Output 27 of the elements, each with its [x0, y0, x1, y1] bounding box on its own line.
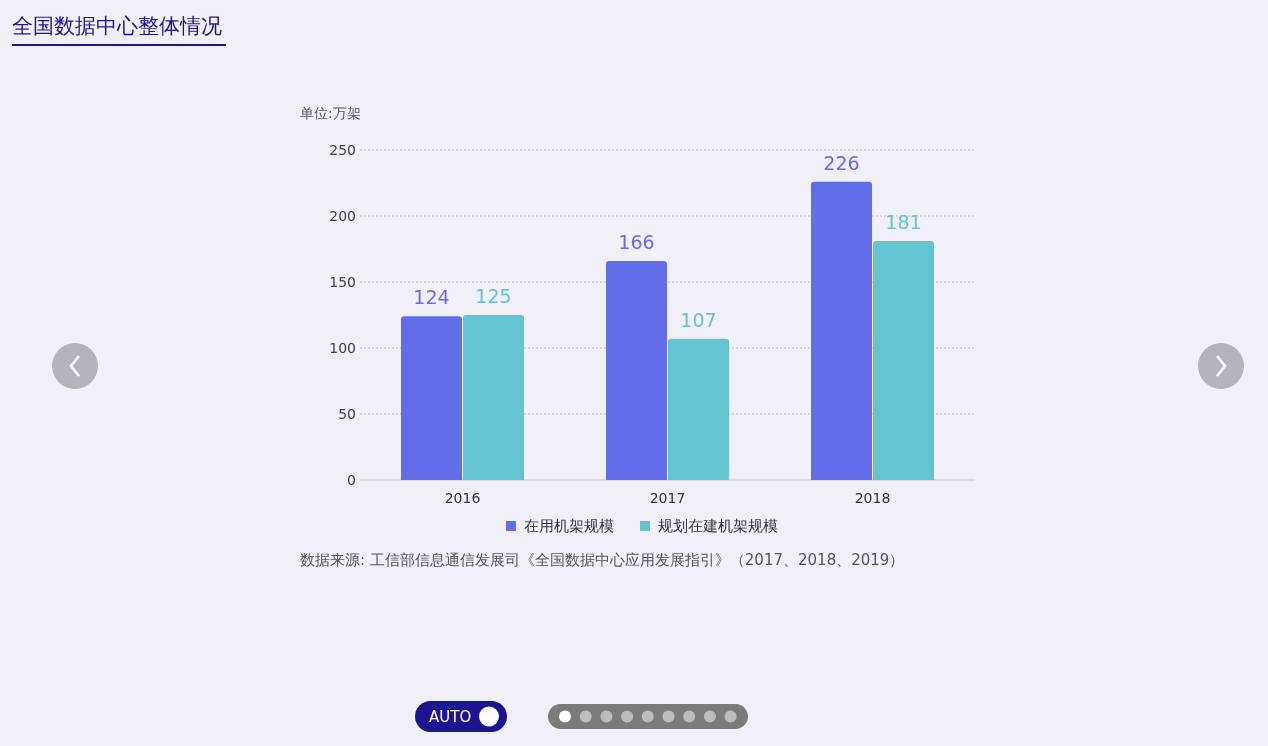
y-tick-label: 100	[329, 340, 356, 356]
text: 全国数据中心整体情况	[12, 14, 222, 38]
data-label: 125	[475, 285, 512, 307]
bar	[668, 338, 729, 480]
y-tick-label: 150	[329, 274, 356, 290]
data-label: 181	[885, 211, 922, 234]
y-tick-label: 200	[329, 208, 356, 224]
y-tick-label: 0	[347, 472, 356, 488]
data-label: 166	[618, 230, 655, 253]
data-label: 107	[680, 308, 717, 331]
legend-label: 在用机架规模	[524, 517, 614, 535]
bar	[606, 260, 667, 480]
legend-label: 规划在建机架规模	[658, 517, 778, 535]
bar	[811, 181, 872, 480]
text: AUTO	[429, 708, 472, 726]
data-label: 226	[823, 151, 860, 174]
y-axis-title: 单位:万架	[300, 105, 361, 121]
data-label: 124	[413, 286, 450, 309]
x-tick-label: 2018	[854, 490, 891, 506]
x-tick-label: 2016	[444, 490, 481, 506]
bar	[401, 316, 462, 480]
bar	[873, 241, 934, 480]
bar	[463, 315, 524, 480]
y-tick-label: 250	[329, 142, 356, 158]
y-tick-label: 50	[338, 406, 356, 422]
source-note: 数据来源: 工信部信息通信发展司《全国数据中心应用发展指引》（2017、2018、2019）	[300, 551, 905, 569]
x-tick-label: 2017	[649, 490, 686, 506]
